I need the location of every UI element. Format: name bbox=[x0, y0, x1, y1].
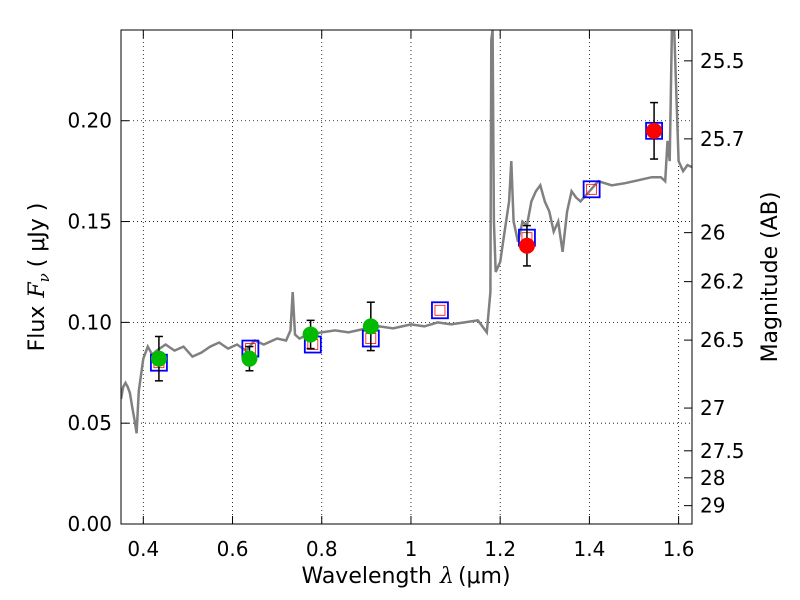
y-tick-label: 0.15 bbox=[67, 210, 112, 234]
data-point bbox=[150, 350, 167, 367]
x-tick-label: 0.6 bbox=[217, 537, 249, 561]
y2-tick-label: 27 bbox=[700, 396, 725, 420]
y2-tick-label: 26.5 bbox=[700, 328, 745, 352]
y2-axis-ticks: 25.5 25.7 26 26.2 26.5 27 27.5 28 29 bbox=[684, 49, 745, 518]
y2-tick-label: 26 bbox=[700, 221, 725, 245]
x-tick-label: 0.8 bbox=[306, 537, 338, 561]
y2-tick-label: 27.5 bbox=[700, 439, 745, 463]
model-box bbox=[582, 180, 601, 199]
y-tick-label: 0.20 bbox=[67, 109, 112, 133]
x-tick-label: 1 bbox=[405, 537, 418, 561]
model-box-inner bbox=[434, 304, 446, 316]
model-box-inner bbox=[586, 183, 598, 195]
data-point bbox=[362, 318, 379, 335]
y-tick-label: 0.00 bbox=[67, 512, 112, 536]
y-axis-ticks: 0.00 0.05 0.10 0.15 0.20 bbox=[67, 109, 129, 536]
plot-frame bbox=[120, 29, 693, 525]
data-points bbox=[150, 101, 663, 382]
x-axis-label: Wavelength λ (μm) bbox=[301, 564, 510, 589]
y-tick-label: 0.05 bbox=[67, 411, 112, 435]
x-tick-label: 1.4 bbox=[573, 537, 605, 561]
spectrum-line bbox=[121, 30, 692, 434]
y2-tick-label: 26.2 bbox=[700, 270, 745, 294]
grid-lines bbox=[121, 30, 692, 524]
y-axis-label: FluxFν( μJy ) bbox=[25, 203, 53, 352]
y2-tick-label: 25.5 bbox=[700, 49, 745, 73]
x-tick-label: 1.2 bbox=[484, 537, 516, 561]
data-point bbox=[646, 122, 663, 139]
x-tick-label: 0.4 bbox=[127, 537, 159, 561]
data-point bbox=[518, 237, 535, 254]
model-boxes bbox=[150, 121, 663, 372]
y2-axis-label: Magnitude (AB) bbox=[758, 192, 783, 363]
y2-tick-label: 29 bbox=[700, 494, 725, 518]
x-tick-label: 1.6 bbox=[663, 537, 695, 561]
model-box bbox=[431, 301, 449, 320]
x-axis-ticks: 0.4 0.6 0.8 1 1.2 1.4 1.6 bbox=[127, 30, 695, 561]
data-point bbox=[302, 326, 319, 343]
y2-tick-label: 25.7 bbox=[700, 127, 745, 151]
y2-tick-label: 28 bbox=[700, 466, 725, 490]
y-tick-label: 0.10 bbox=[67, 310, 112, 334]
data-point bbox=[241, 350, 258, 367]
